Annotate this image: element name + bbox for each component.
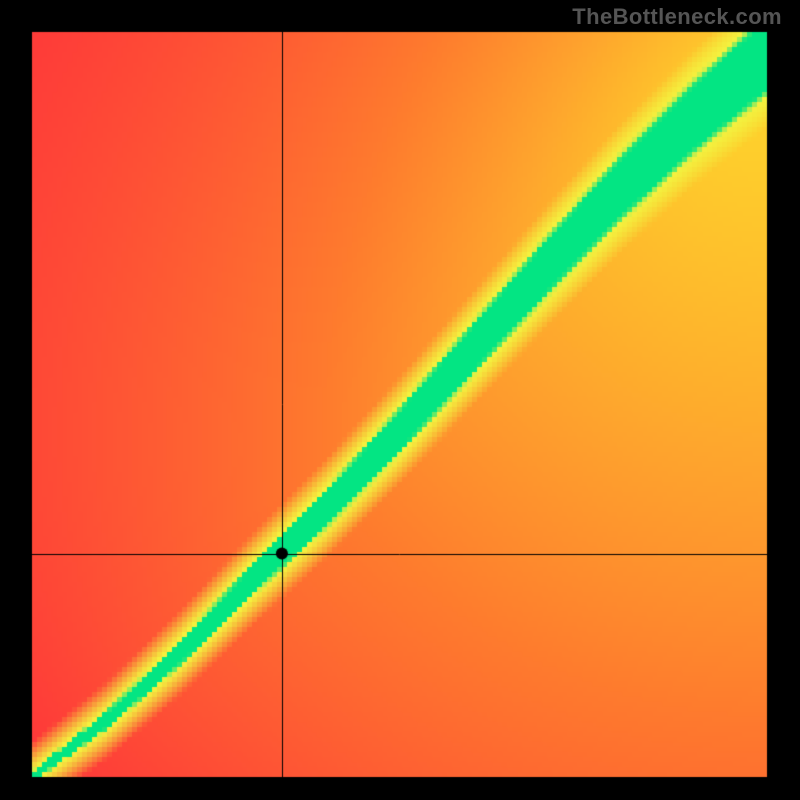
watermark-text: TheBottleneck.com [572, 4, 782, 30]
bottleneck-heatmap [0, 0, 800, 800]
chart-container: TheBottleneck.com [0, 0, 800, 800]
